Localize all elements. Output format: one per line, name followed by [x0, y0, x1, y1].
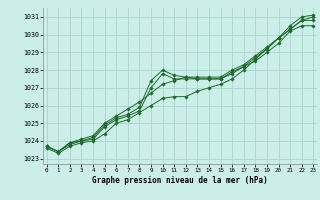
- X-axis label: Graphe pression niveau de la mer (hPa): Graphe pression niveau de la mer (hPa): [92, 176, 268, 185]
